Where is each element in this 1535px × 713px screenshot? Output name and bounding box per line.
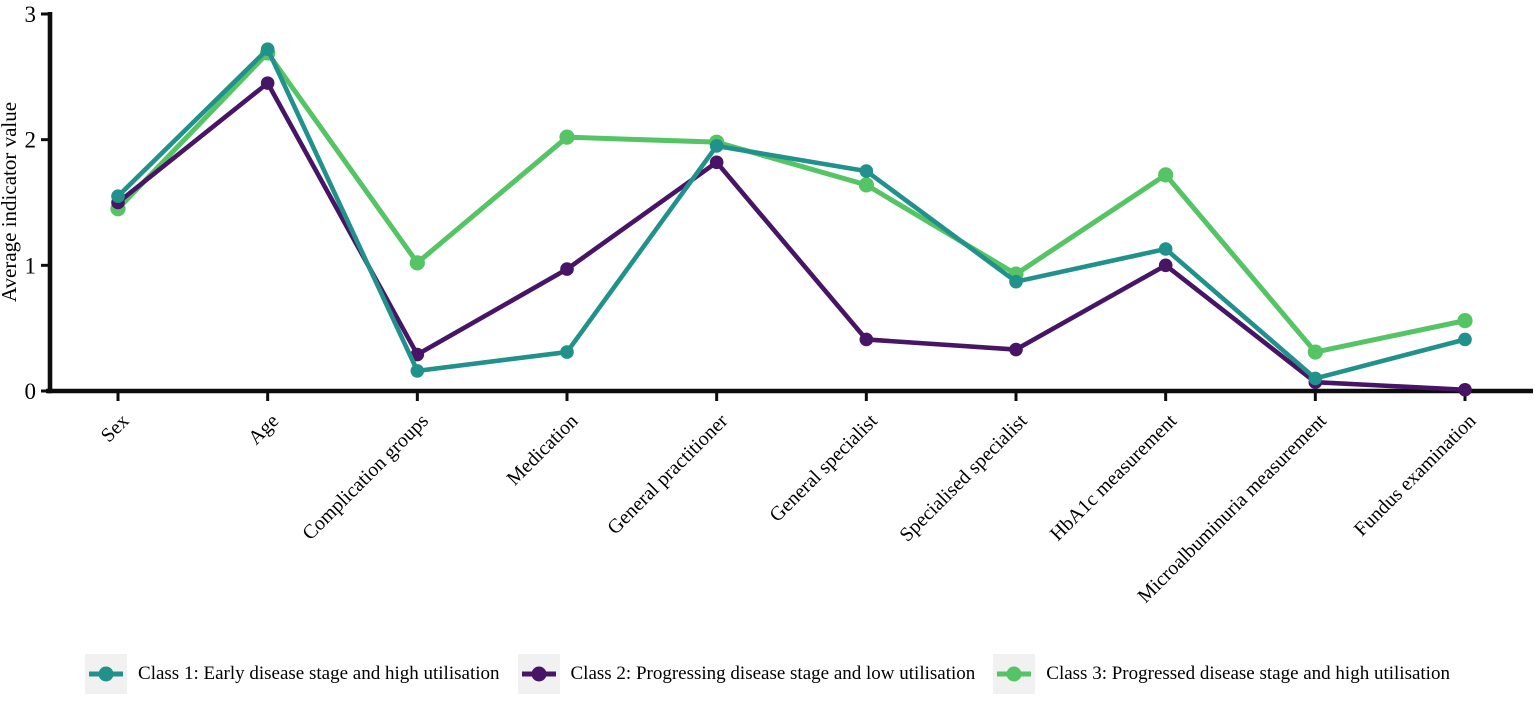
x-category-label: Medication — [503, 410, 583, 490]
series-1-marker — [1308, 371, 1323, 386]
series-2-marker — [1158, 258, 1173, 273]
legend-swatch-icon — [85, 654, 128, 694]
series-line-3 — [115, 50, 1468, 355]
series-1-marker — [410, 364, 425, 378]
legend-swatch-icon — [517, 654, 560, 694]
x-category-label: Complication groups — [298, 410, 433, 545]
x-category-label: Specialised specialist — [895, 410, 1031, 546]
legend-item: Class 1: Early disease stage and high ut… — [85, 654, 500, 694]
legend-marker — [531, 666, 546, 682]
x-category-label: Age — [244, 410, 283, 449]
legend-marker — [1006, 666, 1022, 682]
series-2-marker — [260, 76, 275, 90]
series-2-marker — [1458, 382, 1472, 397]
x-category-label: Sex — [97, 410, 134, 447]
series-2-marker — [1009, 342, 1023, 357]
series-2-marker — [859, 332, 874, 347]
series-1-marker — [1009, 274, 1023, 289]
y-tick-label: 0 — [25, 379, 37, 404]
series-3-marker — [409, 255, 425, 271]
y-tick-label: 1 — [25, 253, 37, 278]
series-3-marker — [1158, 167, 1174, 183]
x-category-label: HbA1c measurement — [1046, 410, 1182, 546]
series-2-marker — [709, 155, 724, 170]
legend-marker — [98, 666, 114, 682]
series-1-marker — [859, 164, 874, 178]
series-1-marker — [1458, 332, 1472, 347]
series-line-2 — [115, 80, 1468, 393]
x-category-label: Fundus examination — [1350, 410, 1481, 541]
series-1-marker — [260, 42, 275, 56]
series-3-marker — [1457, 313, 1473, 329]
series-line-1 — [115, 46, 1468, 381]
legend-label: Class 1: Early disease stage and high ut… — [138, 663, 500, 684]
y-tick-label: 3 — [25, 2, 37, 27]
axes: 0 1 2 3 — [25, 2, 1533, 404]
legend-label: Class 2: Progressing disease stage and l… — [570, 663, 976, 684]
series-3-marker — [858, 177, 874, 193]
data-series — [110, 42, 1473, 397]
legend-swatch-icon — [993, 654, 1036, 694]
series-2-marker — [410, 347, 425, 362]
x-category-label: General practitioner — [603, 410, 732, 539]
series-1-marker — [709, 139, 724, 153]
series-1-marker — [560, 345, 574, 359]
y-axis-title: Average indicator value — [0, 102, 21, 302]
y-tick-label: 2 — [25, 128, 37, 153]
legend-item: Class 3: Progressed disease stage and hi… — [993, 654, 1450, 694]
series-1-marker — [1158, 242, 1173, 256]
chart-canvas: 0 1 2 3 Sex Age Complication groups Medication… — [0, 2, 1533, 608]
x-axis-category-labels: Sex Age Complication groups Medication Gener… — [97, 410, 1481, 608]
chart-legend: Class 1: Early disease stage and high ut… — [0, 654, 1535, 694]
series-3-marker — [559, 129, 575, 145]
legend-label: Class 3: Progressed disease stage and hi… — [1046, 663, 1450, 684]
series-2-marker — [560, 262, 574, 276]
legend-item: Class 2: Progressing disease stage and l… — [517, 654, 976, 694]
series-3-marker — [1307, 344, 1323, 360]
x-category-label: General specialist — [765, 410, 882, 527]
series-1-marker — [111, 189, 125, 204]
